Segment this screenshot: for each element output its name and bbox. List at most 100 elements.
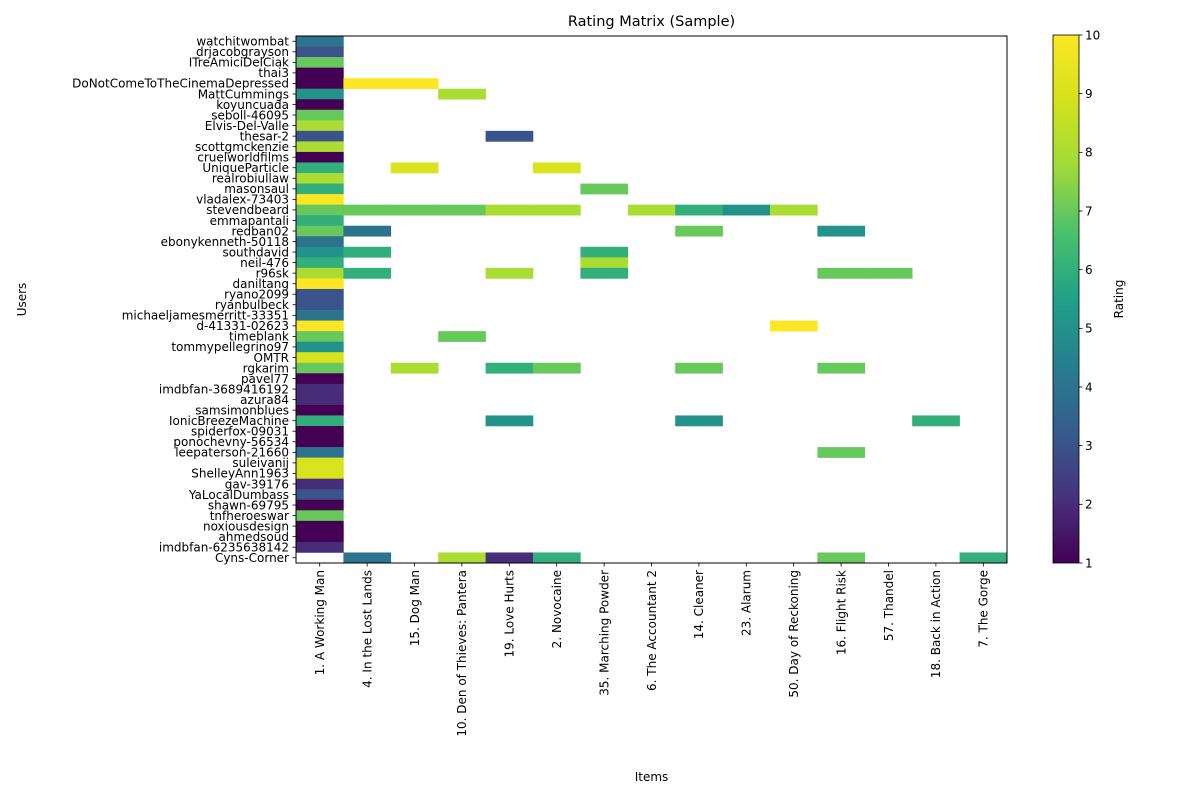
y-tick-label: masonsaul	[224, 182, 289, 196]
y-tick-label: imdbfan-3689416192	[159, 382, 289, 396]
y-tick-label: noxiousdesign	[203, 519, 289, 533]
y-tick-label: watchitwombat	[196, 35, 289, 49]
heatmap-cell	[485, 267, 534, 279]
x-tick-label: 15. Dog Man	[408, 570, 422, 646]
y-tick-label: azura84	[240, 393, 289, 407]
x-tick-label: 16. Flight Risk	[834, 570, 848, 655]
heatmap-cell	[296, 215, 344, 227]
heatmap-cell	[533, 204, 581, 216]
heatmap-cell	[296, 173, 344, 184]
heatmap-cell	[296, 78, 344, 89]
colorbar-tick-label: 6	[1085, 263, 1093, 277]
x-tick-label: 2. Novocaine	[550, 570, 564, 648]
y-tick-label: stevendbeard	[206, 203, 289, 217]
y-tick-label: r96sk	[256, 266, 289, 280]
heatmap-cell	[675, 362, 723, 374]
heatmap-cell	[296, 141, 344, 153]
colorbar-tick-label: 2	[1085, 498, 1093, 512]
heatmap-cell	[296, 183, 344, 195]
heatmap-cell	[485, 415, 534, 427]
heatmap-cell	[296, 130, 344, 142]
heatmap-cell	[770, 204, 818, 216]
heatmap-cell	[296, 204, 344, 216]
y-tick-label: spiderfox-09031	[191, 425, 289, 439]
heatmap-cell	[817, 267, 866, 279]
heatmap-cell	[390, 204, 439, 216]
heatmap-cell	[817, 447, 866, 458]
y-tick-label: redban02	[231, 224, 289, 238]
heatmap-cell	[296, 447, 344, 458]
colorbar-tick-label: 4	[1085, 380, 1093, 394]
x-tick-label: 14. Cleaner	[692, 570, 706, 639]
heatmap-cell	[296, 151, 344, 163]
heatmap-cell	[296, 468, 344, 479]
y-tick-label: ponochevny-56534	[173, 435, 289, 449]
heatmap-cell	[390, 362, 439, 374]
y-tick-label: drjacobgrayson	[196, 45, 289, 59]
heatmap-cell	[438, 88, 486, 100]
y-tick-label: samsimonblues	[195, 403, 289, 417]
heatmap-cell	[296, 225, 344, 237]
y-tick-label: YaLocalDumbass	[188, 488, 289, 502]
y-tick-label: ahmedsoud	[219, 530, 289, 544]
x-tick-label: 57. Thandel	[882, 570, 896, 641]
y-tick-label: neil-476	[240, 256, 289, 270]
heatmap-cell	[296, 394, 344, 406]
y-tick-label: ITreAmiciDelCiak	[189, 56, 289, 70]
heatmap-cell	[722, 204, 771, 216]
y-tick-label: scottgmckenzie	[195, 140, 289, 154]
y-tick-label: southdavid	[222, 245, 289, 259]
y-tick-label: thai3	[258, 66, 289, 80]
heatmap-cell	[296, 320, 344, 332]
y-tick-label: OMTR	[254, 351, 289, 365]
y-tick-label: daniltang	[232, 277, 289, 291]
colorbar-tick-label: 1	[1085, 556, 1093, 570]
heatmap-cell	[296, 299, 344, 311]
x-tick-label: 7. The Gorge	[977, 570, 991, 648]
heatmap-cell	[485, 130, 534, 142]
heatmap-cell	[296, 362, 344, 374]
y-tick-label: cruelworldfilms	[197, 151, 289, 165]
colorbar-gradient	[1052, 34, 1080, 564]
heatmap-cell	[817, 225, 866, 237]
y-tick-label: imdbfan-6235638142	[159, 540, 289, 554]
heatmap-cell	[296, 88, 344, 100]
heatmap-cell	[485, 552, 534, 564]
heatmap-cell	[675, 415, 723, 427]
colorbar-tick-label: 10	[1085, 28, 1100, 42]
heatmap-cell	[296, 267, 344, 279]
x-tick-label: 19. Love Hurts	[503, 570, 517, 658]
y-tick-label: UniqueParticle	[202, 161, 289, 175]
colorbar-tick-label: 5	[1085, 322, 1093, 336]
heatmap-cell	[959, 552, 1008, 564]
colorbar: 1 2 3 4 5 6 7 8 9 10 Rating	[1052, 28, 1126, 570]
heatmap-cell	[343, 246, 392, 258]
heatmap-cell	[533, 552, 581, 564]
heatmap-cell	[296, 109, 344, 121]
heatmap-cell	[296, 541, 344, 553]
heatmap-cell	[390, 162, 439, 174]
heatmap-cell	[627, 204, 676, 216]
heatmap-cell	[675, 204, 723, 216]
x-tick-label: 23. Alarum	[740, 570, 754, 636]
x-tick-label: 6. The Accountant 2	[645, 570, 659, 691]
heatmap-cell	[343, 225, 392, 237]
y-tick-label: suleivanij	[232, 456, 289, 470]
y-tick-label: DoNotComeToTheCinemaDepressed	[72, 77, 289, 91]
y-tick-label: MattCummings	[198, 87, 289, 101]
heatmap-cell	[296, 246, 344, 258]
heatmap-cell	[296, 404, 344, 416]
heatmap-cell	[296, 531, 344, 543]
heatmap-cell	[296, 310, 344, 321]
y-tick-label: pavel77	[241, 372, 289, 386]
colorbar-tick-label: 7	[1085, 204, 1093, 218]
heatmap-cell	[296, 46, 344, 58]
y-tick-label: michaeljamesmerritt-33351	[122, 309, 289, 323]
heatmap-cell	[438, 204, 486, 216]
heatmap-cell	[296, 499, 344, 511]
heatmap-cell	[343, 78, 392, 89]
heatmap-cell	[296, 341, 344, 353]
heatmap-cell	[296, 36, 344, 47]
y-tick-label: shawn-69795	[208, 498, 289, 512]
colorbar-label: Rating	[1112, 280, 1126, 319]
